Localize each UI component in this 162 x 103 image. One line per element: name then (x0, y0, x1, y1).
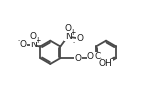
Text: N: N (30, 40, 37, 49)
Text: -: - (18, 38, 20, 43)
Text: N: N (65, 32, 71, 41)
Text: O: O (19, 40, 26, 49)
Text: O: O (87, 52, 94, 61)
Text: O: O (30, 32, 37, 41)
Text: C: C (95, 53, 101, 61)
Text: O: O (65, 24, 72, 33)
Text: OH: OH (99, 59, 113, 68)
Text: O: O (76, 34, 83, 43)
Text: +: + (34, 36, 40, 45)
Text: +: + (69, 28, 75, 37)
Text: O: O (75, 54, 82, 63)
Text: -: - (73, 40, 75, 45)
